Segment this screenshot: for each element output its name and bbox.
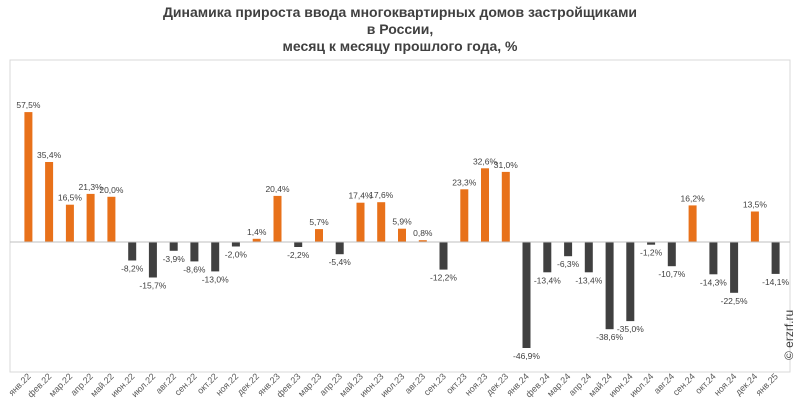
chart-title: Динамика прироста ввода многоквартирных …	[0, 4, 800, 55]
bar-май.23	[356, 202, 365, 242]
bar-окт.23	[460, 189, 469, 242]
data-label-янв.23: 20,4%	[265, 184, 290, 194]
x-tick-label-сен.24: сен.24	[671, 371, 697, 397]
watermark: © erzrf.ru	[782, 309, 796, 360]
chart-title-line-3: месяц к месяцу прошлого года, %	[282, 38, 518, 54]
x-tick-label-сен.23: сен.23	[422, 371, 448, 397]
data-label-ноя.23: 32,6%	[473, 156, 498, 166]
bar-мар.24	[564, 242, 573, 257]
bar-май.22	[107, 196, 116, 242]
bar-фев.22	[45, 162, 54, 242]
data-label-дек.22: 1,4%	[247, 227, 267, 237]
data-label-май.24: -38,6%	[596, 332, 623, 342]
x-tick-label-янв.25: янв.25	[754, 371, 780, 397]
data-label-фев.23: -2,2%	[287, 250, 310, 260]
bar-мар.22	[65, 204, 74, 242]
data-label-дек.24: 13,5%	[743, 200, 768, 210]
bar-сен.22	[190, 242, 199, 262]
bar-апр.23	[335, 242, 344, 255]
data-label-июл.22: -15,7%	[139, 281, 166, 291]
data-label-янв.25: -14,1%	[762, 277, 789, 287]
bar-июн.23	[377, 202, 386, 242]
bar-фев.24	[543, 242, 552, 273]
bar-июл.22	[148, 242, 157, 278]
data-label-июл.23: 5,9%	[392, 217, 412, 227]
bar-июн.24	[626, 242, 635, 322]
data-label-фев.24: -13,4%	[534, 275, 561, 285]
data-label-янв.22: 57,5%	[16, 100, 41, 110]
data-label-фев.22: 35,4%	[37, 150, 62, 160]
data-label-июн.22: -8,2%	[121, 264, 144, 274]
bar-янв.22	[24, 112, 33, 242]
bar-янв.25	[771, 242, 780, 274]
bar-окт.24	[709, 242, 718, 275]
bar-окт.22	[211, 242, 220, 272]
x-tick-label-ноя.24: ноя.24	[712, 371, 738, 397]
bar-дек.23	[501, 171, 510, 242]
data-label-ноя.24: -22,5%	[721, 296, 748, 306]
bar-май.24	[605, 242, 614, 330]
x-tick-label-ноя.23: ноя.23	[463, 371, 489, 397]
data-label-окт.23: 23,3%	[452, 177, 477, 187]
data-label-мар.23: 5,7%	[309, 217, 329, 227]
bar-ноя.23	[481, 168, 489, 242]
bar-янв.23	[273, 195, 282, 242]
data-label-июн.23: 17,6%	[369, 190, 394, 200]
data-label-ноя.22: -2,0%	[225, 250, 248, 260]
data-label-сен.23: -12,2%	[430, 273, 457, 283]
data-label-июн.24: -35,0%	[617, 324, 644, 334]
plot-area	[9, 59, 791, 373]
bar-апр.24	[584, 242, 593, 273]
x-tick-label-июл.24: июл.24	[628, 371, 656, 399]
bar-сен.24	[688, 205, 697, 242]
x-tick-label-мар.23: мар.23	[296, 371, 323, 398]
bar-дек.22	[252, 238, 261, 242]
data-label-май.22: 20,0%	[99, 185, 124, 195]
bar-ноя.22	[231, 242, 240, 247]
bar-авг.23	[418, 240, 427, 242]
x-tick-label-мар.22: мар.22	[47, 371, 74, 398]
data-label-дек.23: 31,0%	[494, 160, 519, 170]
bar-ноя.24	[730, 242, 739, 293]
data-label-апр.24: -13,4%	[575, 275, 602, 285]
bar-дек.24	[750, 211, 759, 242]
bar-июл.24	[647, 242, 656, 245]
x-tick-label-мар.24: мар.24	[545, 371, 572, 398]
bar-мар.23	[315, 229, 323, 242]
data-label-окт.24: -14,3%	[700, 277, 727, 287]
data-label-май.23: 17,4%	[348, 191, 373, 201]
data-label-авг.22: -3,9%	[163, 254, 186, 264]
bar-июн.22	[128, 242, 137, 261]
data-label-апр.22: 21,3%	[79, 182, 104, 192]
x-tick-label-июл.23: июл.23	[379, 371, 407, 399]
chart-title-line-1: Динамика прироста ввода многоквартирных …	[162, 4, 638, 20]
data-label-мар.22: 16,5%	[58, 193, 83, 203]
bar-янв.24	[522, 242, 531, 348]
bar-июл.23	[398, 228, 406, 242]
data-label-сен.24: 16,2%	[681, 193, 706, 203]
bar-апр.22	[86, 193, 95, 242]
bar-фев.23	[294, 242, 303, 247]
x-tick-label-сен.22: сен.22	[173, 371, 199, 397]
data-label-июл.24: -1,2%	[640, 248, 663, 258]
data-label-сен.22: -8,6%	[183, 264, 206, 274]
data-label-апр.23: -5,4%	[329, 257, 352, 267]
chart-title-line-2: в России,	[366, 21, 434, 37]
data-label-авг.23: 0,8%	[413, 228, 433, 238]
data-label-авг.24: -10,7%	[658, 269, 685, 279]
data-label-янв.24: -46,9%	[513, 351, 540, 361]
data-label-окт.22: -13,0%	[202, 274, 229, 284]
bar-авг.24	[667, 242, 676, 267]
data-label-мар.24: -6,3%	[557, 259, 580, 269]
bar-сен.23	[439, 242, 448, 270]
bar-авг.22	[169, 242, 178, 251]
x-tick-label-ноя.22: ноя.22	[214, 371, 240, 397]
